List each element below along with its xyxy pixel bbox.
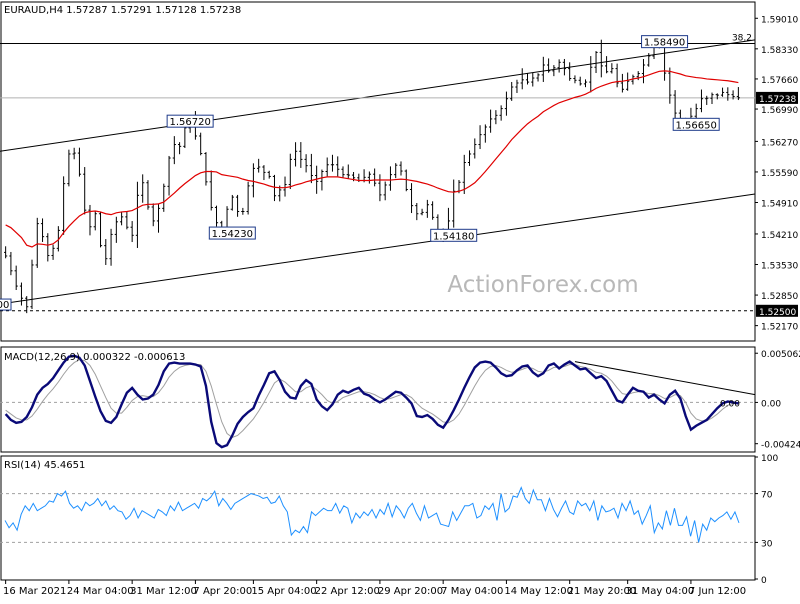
annotation-box	[430, 228, 478, 242]
rsi-y-tick-label: 0	[761, 576, 767, 586]
macd-y-tick-label: 0.005062	[761, 350, 800, 360]
macd-y-tick-label: 0.00	[761, 399, 781, 409]
price-annotation: 1.58490	[641, 35, 689, 49]
partial-low-annotation: 00	[0, 298, 12, 311]
x-axis-label: 15 Apr 04:00	[251, 586, 316, 597]
annotation-label: 00	[0, 300, 9, 311]
price-y-tick-label: 1.52850	[761, 292, 798, 302]
price-y-tick-label: 1.58330	[761, 46, 798, 56]
rsi-line	[4, 486, 740, 543]
price-y-tick-label: 1.56990	[761, 106, 798, 116]
support-price-label: 1.52500	[759, 308, 796, 318]
x-axis-label: 7 Apr 20:00	[193, 586, 252, 597]
price-y-tick-label: 1.59010	[761, 15, 798, 25]
price-y-tick-label: 1.56270	[761, 138, 798, 148]
rsi-series-layer	[0, 486, 755, 543]
price-annotation: 1.56720	[166, 114, 214, 128]
price-panel-frame	[0, 1, 756, 342]
channel-lower-line	[0, 193, 756, 305]
annotation-box	[208, 226, 256, 240]
x-axis-label: 16 Mar 2021	[3, 586, 66, 597]
macd-line	[4, 354, 739, 449]
price-annotation: 1.56650	[672, 117, 720, 131]
price-series-layer: 38.2 1.56720 1.54230 1.54180 1.58490 1.56650 0…	[0, 33, 756, 314]
fib-level-label: 38.2	[732, 33, 752, 43]
price-y-tick-label: 1.53530	[761, 262, 798, 272]
x-axis-label: 7 May 04:00	[441, 586, 503, 597]
x-axis-label: 21 May 20:00	[568, 586, 637, 597]
axes-layer: 1.59010 1.58330 1.57660 1.56990 1.56270 1.555…	[3, 15, 800, 597]
annotation-label: 1.54230	[212, 229, 253, 240]
x-axis-label: 29 Apr 20:00	[378, 586, 443, 597]
current-price-label: 1.57238	[759, 95, 796, 105]
watermark: ActionForex.com	[447, 272, 638, 298]
annotation-box	[166, 114, 214, 128]
annotation-label: 1.58490	[644, 38, 685, 49]
x-axis-label: 31 Mar 12:00	[130, 586, 197, 597]
macd-y-tick-label: -0.004248	[761, 441, 800, 451]
annotation-label: 1.56650	[676, 120, 717, 131]
annotation-label: 1.54180	[433, 231, 474, 242]
macd-panel-frame	[0, 346, 756, 453]
macd-series-layer	[0, 354, 756, 449]
macd-trendline	[574, 361, 756, 396]
annotation-box	[672, 117, 720, 131]
macd-header: MACD(12,26,9) 0.000322 -0.000613	[4, 352, 185, 363]
macd-signal-line	[5, 359, 739, 438]
rsi-y-tick-label: 70	[761, 491, 773, 501]
price-y-tick-label: 1.57660	[761, 76, 798, 86]
annotation-box	[641, 35, 689, 49]
price-annotation: 1.54180	[430, 228, 478, 242]
support-price-tag	[756, 304, 798, 317]
rsi-y-tick-label: 30	[761, 539, 773, 549]
x-axis-label: 7 Jun 12:00	[689, 586, 746, 597]
macd-zero-label: 0.00	[720, 399, 740, 409]
x-axis-label: 22 Apr 12:00	[315, 586, 380, 597]
x-axis-label: 31 May 04:00	[626, 586, 695, 597]
current-price-tag	[756, 91, 798, 104]
x-axis-label: 24 Mar 04:00	[67, 586, 134, 597]
rsi-panel-frame	[0, 455, 756, 581]
annotation-label: 1.56720	[169, 117, 210, 128]
price-annotation: 1.54230	[208, 226, 256, 240]
rsi-y-tick-label: 100	[761, 454, 778, 464]
price-y-tick-label: 1.54210	[761, 231, 798, 241]
price-y-tick-label: 1.55590	[761, 169, 798, 179]
price-y-tick-label: 1.52170	[761, 323, 798, 333]
symbol-header: EURAUD,H4 1.57287 1.57291 1.57128 1.5723…	[4, 5, 241, 16]
rsi-header: RSI(14) 45.4651	[4, 460, 85, 471]
price-y-tick-label: 1.54910	[761, 200, 798, 210]
moving-average-line	[5, 70, 739, 248]
x-axis-label: 14 May 12:00	[504, 586, 573, 597]
annotation-box	[0, 298, 12, 311]
channel-upper-line	[0, 39, 756, 152]
